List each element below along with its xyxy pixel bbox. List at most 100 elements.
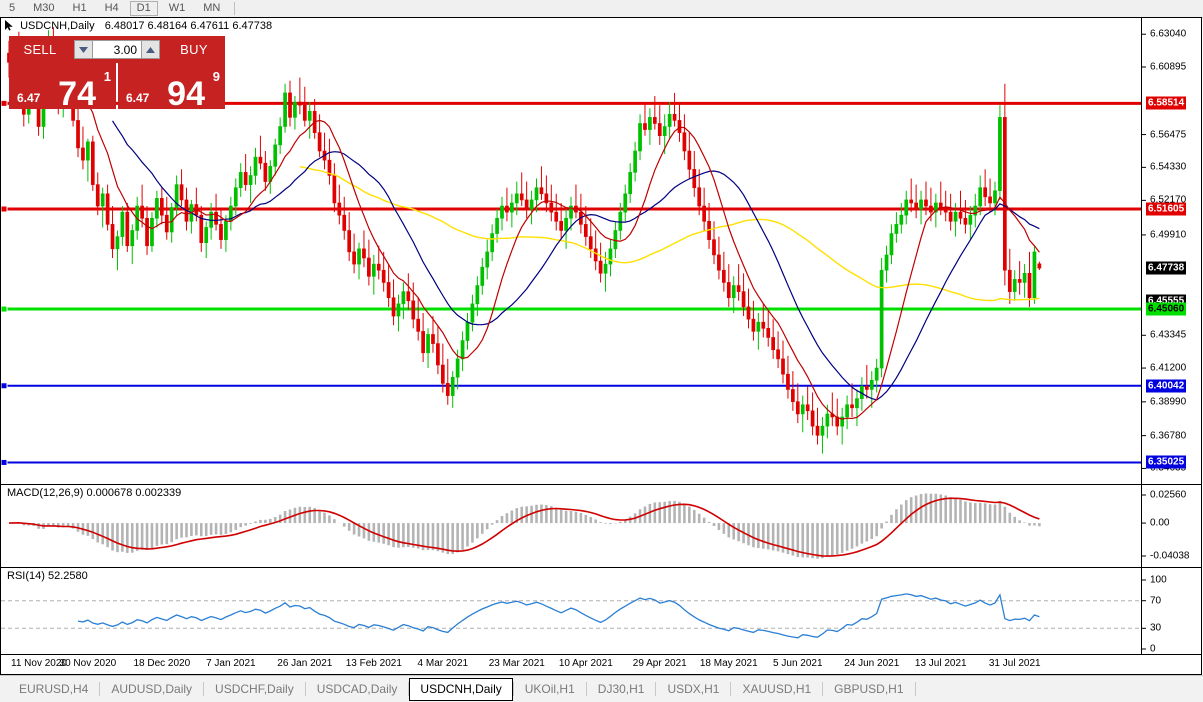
chart-window[interactable]: USDCNH,Daily 6.48017 6.48164 6.47611 6.4… — [0, 17, 1202, 675]
time-tick-label: 5 Jun 2021 — [773, 658, 823, 669]
rsi-tick-label: 70 — [1150, 595, 1162, 607]
oct-top-row: SELL 3.00 BUY — [9, 36, 225, 63]
volume-stepper[interactable]: 3.00 — [71, 36, 163, 63]
chart-symbol-label: USDCNH,Daily — [20, 20, 95, 32]
timeframe-toolbar: 5 M30 H1 H4 D1 W1 MN — [0, 0, 1203, 18]
time-axis[interactable]: 11 Nov 2020 30 Nov 2020 18 Dec 2020 7 Jan 2… — [1, 655, 1201, 674]
symbol-tab-xauusd[interactable]: XAUUSD,H1 — [742, 681, 812, 696]
price-level-badge[interactable]: 6.51605 — [1146, 202, 1187, 216]
time-tick-label: 18 May 2021 — [699, 658, 758, 669]
symbol-tab-bar[interactable]: EURUSD,H4 AUDUSD,Daily USDCHF,Daily USDCAD,… — [0, 675, 1203, 702]
time-tick-label: 24 Jun 2021 — [844, 658, 900, 669]
price-level-badge[interactable]: 6.45060 — [1146, 302, 1187, 316]
volume-decrement-button[interactable] — [74, 40, 93, 59]
rsi-plot-area[interactable] — [1, 568, 1141, 654]
volume-input[interactable]: 3.00 — [93, 40, 141, 59]
price-tick-label: 6.36780 — [1150, 430, 1187, 442]
price-tick-label: 6.49910 — [1150, 229, 1187, 241]
symbol-tab-ukoil[interactable]: UKOil,H1 — [524, 681, 575, 696]
timeframe-mn[interactable]: MN — [203, 2, 221, 14]
price-tick-label: 6.41200 — [1150, 362, 1187, 374]
tab-divider — [822, 682, 824, 696]
price-pane[interactable]: USDCNH,Daily 6.48017 6.48164 6.47611 6.4… — [1, 18, 1201, 485]
price-tick-label: 6.56475 — [1150, 129, 1187, 141]
price-tick-label: 6.38990 — [1150, 396, 1187, 408]
sell-price-sup: 1 — [103, 69, 111, 84]
rsi-tick-label: 30 — [1150, 622, 1162, 634]
timeframe-w1[interactable]: W1 — [168, 2, 186, 14]
rsi-svg — [1, 593, 1141, 639]
time-tick-label: 23 Mar 2021 — [488, 658, 545, 669]
symbol-tab-usdx[interactable]: USDX,H1 — [667, 681, 720, 696]
tab-divider — [730, 682, 732, 696]
rsi-axis: 100 70 30 0 — [1141, 568, 1201, 655]
sell-price-big: 74 — [58, 75, 96, 109]
volume-increment-button[interactable] — [141, 40, 160, 59]
price-level-badge[interactable]: 6.47738 — [1146, 261, 1187, 275]
sell-price-prefix: 6.47 — [17, 91, 41, 105]
chart-ohlc-label: 6.48017 6.48164 6.47611 6.47738 — [104, 20, 273, 32]
time-tick-label: 7 Jan 2021 — [206, 658, 256, 669]
one-click-trading-panel[interactable]: SELL 3.00 BUY 6.47 74 1 — [9, 36, 225, 109]
tab-divider — [914, 682, 916, 696]
macd-svg — [8, 493, 1041, 559]
sell-button[interactable]: SELL — [9, 36, 71, 63]
macd-tick-label: -0.04038 — [1150, 550, 1190, 562]
tab-divider — [585, 682, 587, 696]
time-tick-label: 31 Jul 2021 — [988, 658, 1041, 669]
timeframe-h1[interactable]: H1 — [72, 2, 87, 14]
tab-divider — [99, 682, 101, 696]
buy-price-prefix: 6.47 — [126, 91, 150, 105]
rsi-title: RSI(14) 52.2580 — [7, 570, 88, 582]
tab-divider — [408, 682, 410, 696]
chart-header: USDCNH,Daily 6.48017 6.48164 6.47611 6.4… — [1, 18, 276, 36]
price-level-badge[interactable]: 6.58514 — [1146, 96, 1187, 110]
timeframe-d1[interactable]: D1 — [129, 1, 158, 16]
symbol-tab-usdcad[interactable]: USDCAD,Daily — [316, 681, 398, 696]
buy-price-big: 94 — [167, 75, 205, 109]
price-tick-label: 6.54330 — [1150, 161, 1187, 173]
price-axis[interactable]: 6.63040 6.60895 6.56475 6.54330 6.52170 6.499… — [1141, 18, 1201, 484]
oct-price-row: 6.47 74 1 6.47 94 9 — [9, 63, 225, 109]
toolbar-divider — [234, 2, 236, 15]
macd-plot-area[interactable] — [1, 485, 1141, 567]
macd-axis: 0.02560 0.00 -0.04038 — [1141, 485, 1201, 567]
time-tick-label: 13 Feb 2021 — [345, 658, 402, 669]
timeframe-list: 5 M30 H1 H4 D1 W1 MN — [0, 1, 229, 16]
rsi-tick-label: 0 — [1150, 643, 1156, 655]
chart-cursor-icon — [5, 20, 14, 34]
time-tick-label: 30 Nov 2020 — [59, 658, 117, 669]
tab-divider — [203, 682, 205, 696]
buy-price-sup: 9 — [212, 69, 220, 84]
symbol-tab-audusd[interactable]: AUDUSD,Daily — [111, 681, 193, 696]
timeframe-m30[interactable]: M30 — [33, 2, 55, 14]
tab-divider — [304, 682, 306, 696]
macd-pane[interactable]: MACD(12,26,9) 0.000678 0.002339 0.02560 0… — [1, 485, 1201, 568]
time-tick-label: 18 Dec 2020 — [133, 658, 191, 669]
price-tick-label: 6.63040 — [1150, 28, 1187, 40]
tab-divider — [655, 682, 657, 696]
price-tick-label: 6.52170 — [1150, 194, 1187, 206]
symbol-tab-eurusd[interactable]: EURUSD,H4 — [19, 681, 89, 696]
time-tick-label: 11 Nov 2020 — [11, 658, 67, 669]
symbol-tab-usdcnh[interactable]: USDCNH,Daily — [409, 677, 513, 701]
price-level-badge[interactable]: 6.40042 — [1146, 379, 1187, 393]
timeframe-h4[interactable]: H4 — [104, 2, 119, 14]
rsi-pane[interactable]: RSI(14) 52.2580 100 70 30 0 — [1, 568, 1201, 655]
symbol-tab-usdchf[interactable]: USDCHF,Daily — [215, 681, 294, 696]
macd-title: MACD(12,26,9) 0.000678 0.002339 — [7, 487, 182, 499]
price-tick-label: 6.60895 — [1150, 61, 1187, 73]
time-tick-label: 10 Apr 2021 — [558, 658, 613, 669]
symbol-tab-dj30[interactable]: DJ30,H1 — [597, 681, 645, 696]
buy-price-quote[interactable]: 6.47 94 9 — [118, 63, 225, 109]
symbol-tab-gbpusd[interactable]: GBPUSD,H1 — [834, 681, 904, 696]
rsi-tick-label: 100 — [1150, 574, 1167, 586]
sell-price-quote[interactable]: 6.47 74 1 — [9, 63, 116, 109]
timeframe-5[interactable]: 5 — [9, 2, 16, 14]
buy-button[interactable]: BUY — [163, 36, 225, 63]
macd-tick-label: 0.02560 — [1150, 489, 1187, 501]
time-tick-label: 13 Jul 2021 — [914, 658, 967, 669]
time-tick-label: 26 Jan 2021 — [277, 658, 333, 669]
price-level-badge[interactable]: 6.35025 — [1146, 455, 1187, 469]
time-tick-label: 29 Apr 2021 — [632, 658, 687, 669]
